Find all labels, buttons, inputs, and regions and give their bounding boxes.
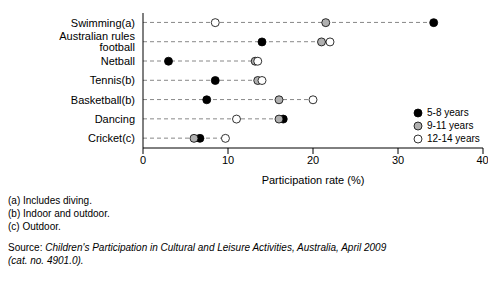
svg-text:Swimming(a): Swimming(a)	[71, 17, 135, 29]
svg-text:Participation rate (%): Participation rate (%)	[262, 174, 365, 186]
svg-text:Netball: Netball	[101, 55, 135, 67]
svg-text:20: 20	[307, 154, 319, 166]
svg-text:30: 30	[392, 154, 404, 166]
html-text:9-11 years: 9-11 years	[427, 120, 474, 131]
html-text:(c) Outdoor.: (c) Outdoor.	[8, 221, 61, 232]
html-text:(a) Includes diving.: (a) Includes diving.	[8, 195, 92, 206]
svg-text:10: 10	[222, 154, 234, 166]
svg-text:0: 0	[140, 154, 146, 166]
svg-text:Australian rulesfootball: Australian rulesfootball	[59, 30, 135, 53]
html-text:12-14 years: 12-14 years	[427, 133, 480, 144]
html-text:Source: Children's Participati: Source: Children's Participation in Cult…	[8, 242, 387, 266]
svg-text:Cricket(c): Cricket(c)	[88, 132, 135, 144]
svg-text:Basketball(b): Basketball(b)	[71, 94, 135, 106]
svg-text:Tennis(b): Tennis(b)	[90, 74, 135, 86]
html-text:(b) Indoor and outdoor.: (b) Indoor and outdoor.	[8, 208, 110, 219]
html-text:5-8 years: 5-8 years	[427, 107, 469, 118]
svg-text:Dancing: Dancing	[95, 113, 135, 125]
svg-text:40: 40	[476, 154, 488, 166]
